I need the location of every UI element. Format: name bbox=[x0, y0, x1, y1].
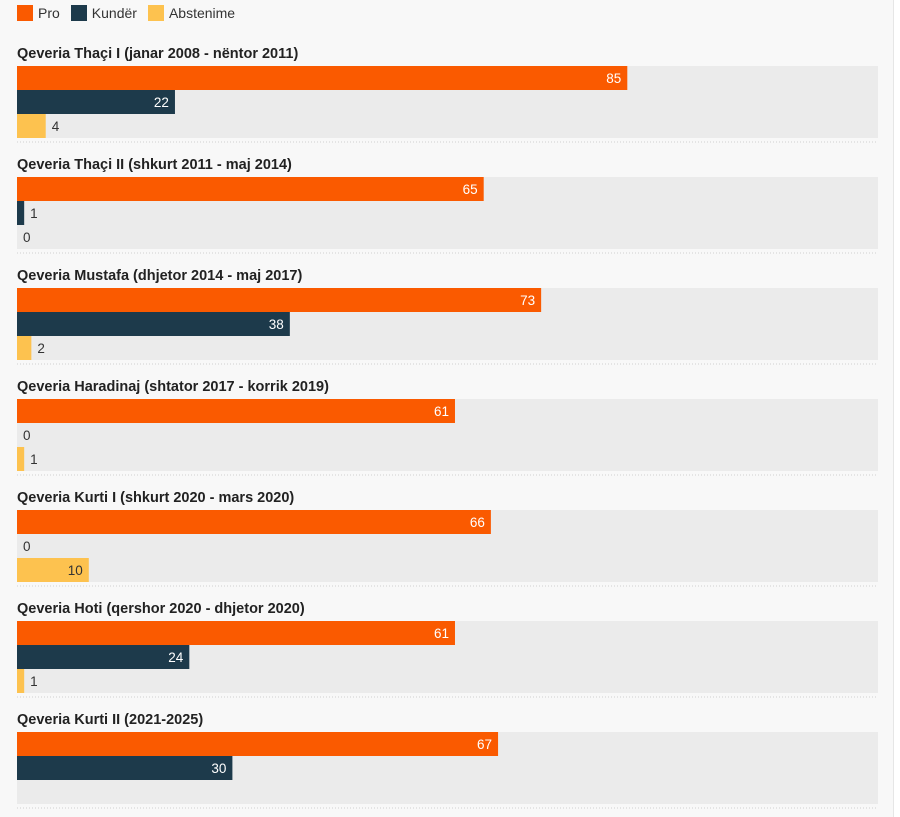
value-label-kunder: 1 bbox=[30, 206, 38, 221]
legend: Pro Kundër Abstenime bbox=[17, 5, 246, 21]
value-label-pro: 65 bbox=[463, 182, 478, 197]
bar-abstenime bbox=[17, 669, 25, 693]
legend-swatch-abstenime bbox=[147, 5, 164, 21]
value-label-abstenime: 10 bbox=[68, 563, 83, 578]
group-title: Qeveria Thaçi I (janar 2008 - nëntor 201… bbox=[17, 46, 298, 62]
bar-kunder bbox=[17, 90, 175, 114]
bar-pro bbox=[17, 66, 628, 90]
bar-pro bbox=[17, 399, 455, 423]
bar-kunder bbox=[17, 312, 290, 336]
group-title: Qeveria Mustafa (dhjetor 2014 - maj 2017… bbox=[17, 268, 302, 284]
legend-item-abstenime: Abstenime bbox=[147, 5, 236, 21]
value-label-abstenime: 1 bbox=[30, 452, 38, 467]
value-label-pro: 66 bbox=[470, 515, 485, 530]
value-label-pro: 61 bbox=[434, 404, 449, 419]
group-title: Qeveria Kurti II (2021-2025) bbox=[17, 712, 203, 728]
group-title: Qeveria Thaçi II (shkurt 2011 - maj 2014… bbox=[17, 157, 292, 173]
bar-abstenime bbox=[17, 447, 25, 471]
bar-abstenime bbox=[17, 114, 46, 138]
value-label-pro: 85 bbox=[606, 71, 621, 86]
bar-kunder bbox=[17, 201, 25, 225]
value-label-pro: 61 bbox=[434, 626, 449, 641]
value-label-kunder: 30 bbox=[211, 761, 226, 776]
bar-abstenime bbox=[17, 558, 89, 582]
value-label-kunder: 22 bbox=[154, 95, 169, 110]
value-label-kunder: 0 bbox=[23, 539, 31, 554]
group-title: Qeveria Haradinaj (shtator 2017 - korrik… bbox=[17, 379, 329, 395]
value-label-kunder: 38 bbox=[269, 317, 284, 332]
bar-kunder bbox=[17, 756, 233, 780]
bar-pro bbox=[17, 177, 484, 201]
value-label-abstenime: 0 bbox=[23, 230, 31, 245]
bar-pro bbox=[17, 288, 542, 312]
legend-item-pro: Pro bbox=[17, 5, 60, 21]
bar-pro bbox=[17, 621, 455, 645]
group-title: Qeveria Hoti (qershor 2020 - dhjetor 202… bbox=[17, 601, 305, 617]
value-label-abstenime: 2 bbox=[37, 341, 45, 356]
value-label-pro: 67 bbox=[477, 737, 492, 752]
legend-label-kunder: Kundër bbox=[91, 5, 137, 21]
legend-item-kunder: Kundër bbox=[70, 5, 137, 21]
bar-kunder bbox=[17, 645, 190, 669]
legend-label-abstenime: Abstenime bbox=[168, 5, 236, 21]
bar-abstenime bbox=[17, 336, 32, 360]
legend-label-pro: Pro bbox=[38, 5, 60, 21]
value-label-kunder: 24 bbox=[168, 650, 184, 665]
bar-pro bbox=[17, 732, 499, 756]
value-label-abstenime: 4 bbox=[52, 119, 60, 134]
group-title: Qeveria Kurti I (shkurt 2020 - mars 2020… bbox=[17, 490, 294, 506]
value-label-abstenime: 1 bbox=[30, 674, 38, 689]
legend-swatch-kunder bbox=[70, 5, 87, 21]
value-label-pro: 73 bbox=[520, 293, 535, 308]
bar-pro bbox=[17, 510, 491, 534]
legend-swatch-pro bbox=[17, 5, 33, 21]
value-label-kunder: 0 bbox=[23, 428, 31, 443]
